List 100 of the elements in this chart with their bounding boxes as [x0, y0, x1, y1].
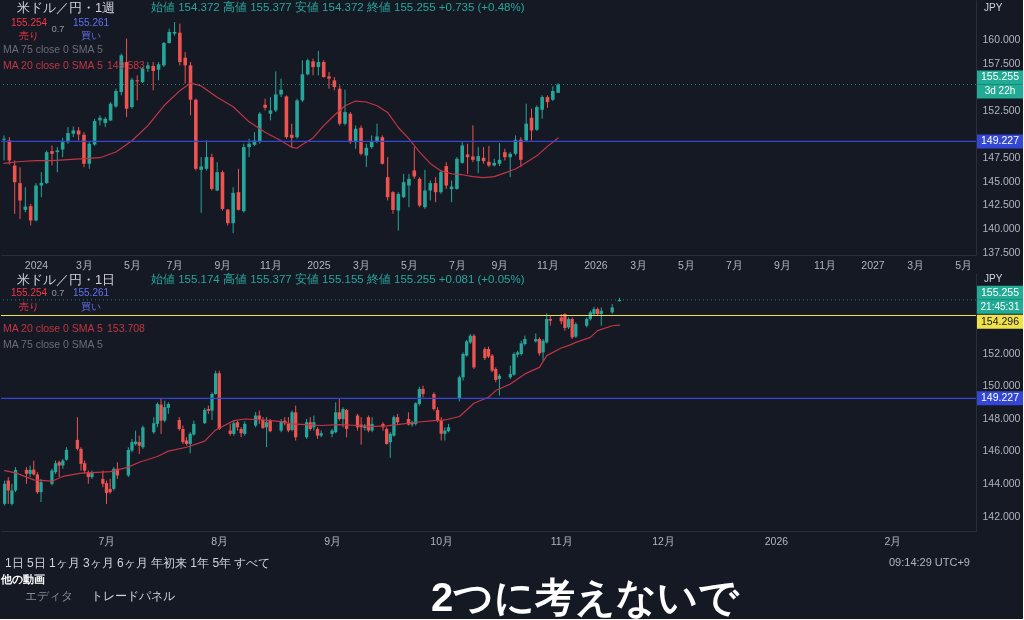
x-tick-label: 7月 [448, 258, 466, 271]
candlestick [87, 141, 92, 170]
candlestick [108, 478, 112, 495]
annotation: 買い [81, 301, 101, 312]
candlestick [34, 182, 38, 222]
text: JPY [984, 273, 1003, 284]
candlestick [199, 156, 203, 214]
candlestick [231, 186, 235, 234]
candlestick [146, 61, 150, 73]
line-series [4, 324, 621, 482]
y-tick-label: 157.500 [982, 56, 1021, 69]
x-tick-label: 8月 [211, 534, 229, 547]
candlestick [359, 124, 363, 156]
x-tick-label: 5月 [401, 258, 418, 271]
text: 21:45:31 [980, 300, 1020, 312]
candlestick [375, 123, 379, 144]
x-tick-label: 9月 [324, 534, 341, 547]
candlestick [343, 89, 347, 126]
candlestick [28, 465, 32, 478]
x-tick-label: 5月 [123, 258, 141, 271]
annotation: 155.261 [72, 287, 110, 298]
x-tick-label: 9月 [491, 258, 509, 271]
text: 2つに考えないで [430, 575, 741, 619]
x-tick-label: 2025 [307, 258, 331, 271]
x-tick-label: 5月 [955, 258, 972, 271]
ref-line-label: 149.227 [981, 391, 1020, 404]
candlestick [524, 103, 528, 143]
annotation: 売り [19, 301, 39, 312]
candlestick [380, 134, 385, 166]
x-tick-label: 2月 [884, 534, 902, 547]
text: 09:14:29 UTC+9 [888, 556, 970, 568]
x-tick-label: 2026 [584, 258, 608, 271]
annotation: 米ドル／円・1日 [17, 272, 116, 287]
text: 他の動画 [0, 573, 45, 585]
candlestick [155, 401, 160, 428]
annotation: MA 75 close 0 SMA 5 [3, 338, 103, 350]
candlestick [508, 151, 512, 178]
candlestick [487, 145, 491, 168]
candlestick [337, 398, 341, 422]
y-tick-label: 147.500 [982, 151, 1021, 164]
annotation: 153.708 [107, 322, 146, 334]
candlestick [44, 149, 49, 185]
candlestick [159, 398, 163, 435]
annotation: 始値 155.174 高値 155.377 安値 155.155 終値 155.255 +0.081 (+0.05%) [151, 272, 525, 285]
candlestick [242, 143, 246, 213]
annotation: 155.254 [10, 287, 48, 298]
candlestick [12, 159, 17, 215]
x-tick-label: 3月 [630, 258, 647, 271]
candlestick [141, 425, 145, 450]
x-tick-label: 11月 [550, 534, 573, 547]
y-tick-label: 160.000 [982, 33, 1021, 46]
candlestick [295, 98, 299, 140]
line-series [3, 82, 559, 179]
x-tick-label: 11月 [537, 258, 559, 271]
y-tick-label: 144.000 [982, 477, 1021, 490]
text: JPY [984, 2, 1003, 13]
candlestick [284, 94, 289, 140]
candlestick [82, 131, 86, 168]
candlestick [519, 136, 523, 168]
candlestick [18, 166, 22, 220]
candlestick [162, 41, 166, 68]
candlestick [66, 126, 70, 145]
candlestick [471, 124, 475, 163]
text: トレードパネル [91, 589, 175, 603]
x-tick-label: 7月 [166, 258, 184, 271]
x-tick-label: 2026 [764, 534, 789, 547]
x-tick-label: 7月 [726, 258, 743, 271]
candlestick [217, 370, 221, 431]
candlestick [428, 179, 433, 202]
candlestick [268, 96, 273, 121]
annotation: 米ドル／円・1週 [17, 0, 116, 15]
x-tick-label: 12月 [652, 534, 675, 547]
candlestick [39, 478, 43, 503]
candlestick [112, 466, 116, 491]
annotation: 始値 154.372 高値 155.377 安値 154.372 終値 155.255 +0.735 (+0.48%) [151, 0, 525, 13]
y-tick-label: 152.500 [982, 104, 1021, 116]
candlestick [334, 401, 338, 434]
candlestick [263, 98, 267, 111]
candlestick [311, 58, 315, 76]
y-tick-label: 152.000 [982, 346, 1021, 359]
candlestick [215, 161, 219, 192]
candlestick [2, 134, 6, 161]
candlestick [512, 351, 516, 377]
candlestick [156, 61, 161, 81]
text: MA 20 close 0 SMA 5 [3, 59, 103, 71]
candlestick [412, 146, 417, 180]
candlestick [439, 169, 443, 195]
candlestick [476, 146, 481, 174]
candlestick [137, 435, 141, 455]
candlestick [257, 111, 262, 145]
x-tick-label: 7月 [98, 534, 116, 547]
candlestick [385, 156, 390, 202]
candlestick [348, 111, 353, 145]
candlestick [194, 98, 198, 171]
x-tick-label: 11月 [814, 258, 836, 271]
candlestick [92, 118, 97, 147]
x-tick-label: 3月 [76, 258, 93, 271]
x-tick-label: 3月 [353, 258, 370, 271]
text: MA 20 close 0 SMA 5 [3, 322, 103, 334]
annotation: 155.254 [10, 17, 48, 28]
